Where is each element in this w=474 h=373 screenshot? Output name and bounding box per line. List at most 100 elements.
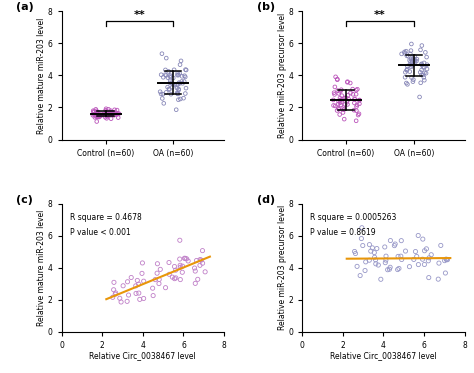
Point	[182, 74, 189, 80]
Point	[173, 85, 181, 91]
Point	[135, 281, 143, 287]
Point	[435, 276, 442, 282]
Point	[386, 264, 394, 270]
Point	[354, 86, 361, 92]
Point	[124, 279, 131, 285]
Point	[119, 283, 127, 289]
Point	[340, 105, 347, 111]
Point	[344, 101, 351, 107]
Point	[444, 257, 451, 263]
Point	[397, 253, 405, 259]
Point	[93, 110, 100, 116]
Point	[357, 236, 365, 242]
Point	[112, 110, 119, 116]
Point	[91, 110, 99, 116]
Point	[101, 114, 109, 120]
Point	[331, 103, 339, 109]
Point	[98, 111, 105, 117]
Point	[394, 253, 402, 259]
Point	[165, 87, 173, 93]
Point	[169, 81, 176, 87]
Point	[336, 112, 344, 117]
Point	[153, 270, 161, 276]
Point	[176, 264, 184, 270]
Point	[154, 261, 161, 267]
Point	[412, 248, 419, 254]
Point	[410, 56, 417, 62]
Point	[344, 79, 351, 85]
Point	[178, 73, 186, 79]
Point	[351, 248, 358, 254]
Point	[371, 254, 378, 260]
Point	[176, 256, 183, 262]
Point	[94, 109, 102, 115]
Point	[371, 250, 378, 256]
Point	[182, 67, 190, 73]
Point	[346, 80, 354, 86]
Point	[442, 270, 449, 276]
Point	[410, 256, 418, 262]
Point	[425, 255, 433, 261]
Point	[407, 48, 415, 54]
Point	[191, 265, 198, 271]
Point	[420, 60, 428, 66]
Point	[394, 267, 401, 273]
Point	[162, 72, 170, 78]
Point	[345, 96, 353, 102]
Point	[159, 74, 167, 80]
Point	[420, 261, 428, 267]
Point	[408, 75, 415, 81]
Point	[418, 67, 425, 73]
Y-axis label: Relative mature miR-203 level: Relative mature miR-203 level	[37, 17, 46, 134]
Point	[174, 91, 182, 97]
Point	[406, 62, 414, 68]
Point	[163, 55, 170, 61]
Point	[344, 79, 351, 85]
Point	[180, 95, 187, 101]
Point	[333, 107, 341, 113]
Point	[340, 107, 347, 113]
Point	[182, 67, 189, 73]
Point	[339, 110, 347, 116]
Point	[415, 261, 422, 267]
Point	[165, 260, 173, 266]
Point	[356, 101, 363, 107]
Point	[156, 266, 164, 272]
Point	[374, 262, 382, 268]
Point	[182, 91, 189, 97]
Point	[417, 69, 424, 75]
Point	[108, 111, 116, 117]
Point	[408, 64, 415, 70]
Point	[151, 277, 159, 283]
Point	[418, 62, 426, 68]
Point	[176, 62, 184, 68]
Point	[167, 70, 175, 76]
Point	[175, 87, 182, 93]
Point	[407, 51, 414, 57]
Point	[128, 275, 135, 280]
Point	[352, 118, 360, 124]
Point	[356, 97, 363, 103]
Point	[423, 246, 430, 252]
Point	[401, 49, 408, 55]
Point	[332, 74, 339, 80]
Point	[103, 113, 111, 119]
Point	[418, 61, 425, 67]
Point	[93, 109, 101, 115]
Point	[442, 256, 450, 262]
Point	[175, 72, 182, 78]
Point	[349, 86, 356, 92]
Point	[335, 98, 342, 104]
Point	[176, 80, 183, 86]
Point	[353, 108, 360, 114]
Point	[135, 290, 143, 296]
Point	[176, 277, 184, 283]
Point	[403, 66, 411, 72]
Point	[413, 254, 420, 260]
Text: (d): (d)	[256, 195, 275, 205]
Y-axis label: Relative miR-203 precursor level: Relative miR-203 precursor level	[278, 205, 287, 330]
Point	[169, 274, 176, 280]
Point	[372, 257, 379, 263]
Point	[382, 260, 389, 266]
Point	[335, 106, 343, 112]
